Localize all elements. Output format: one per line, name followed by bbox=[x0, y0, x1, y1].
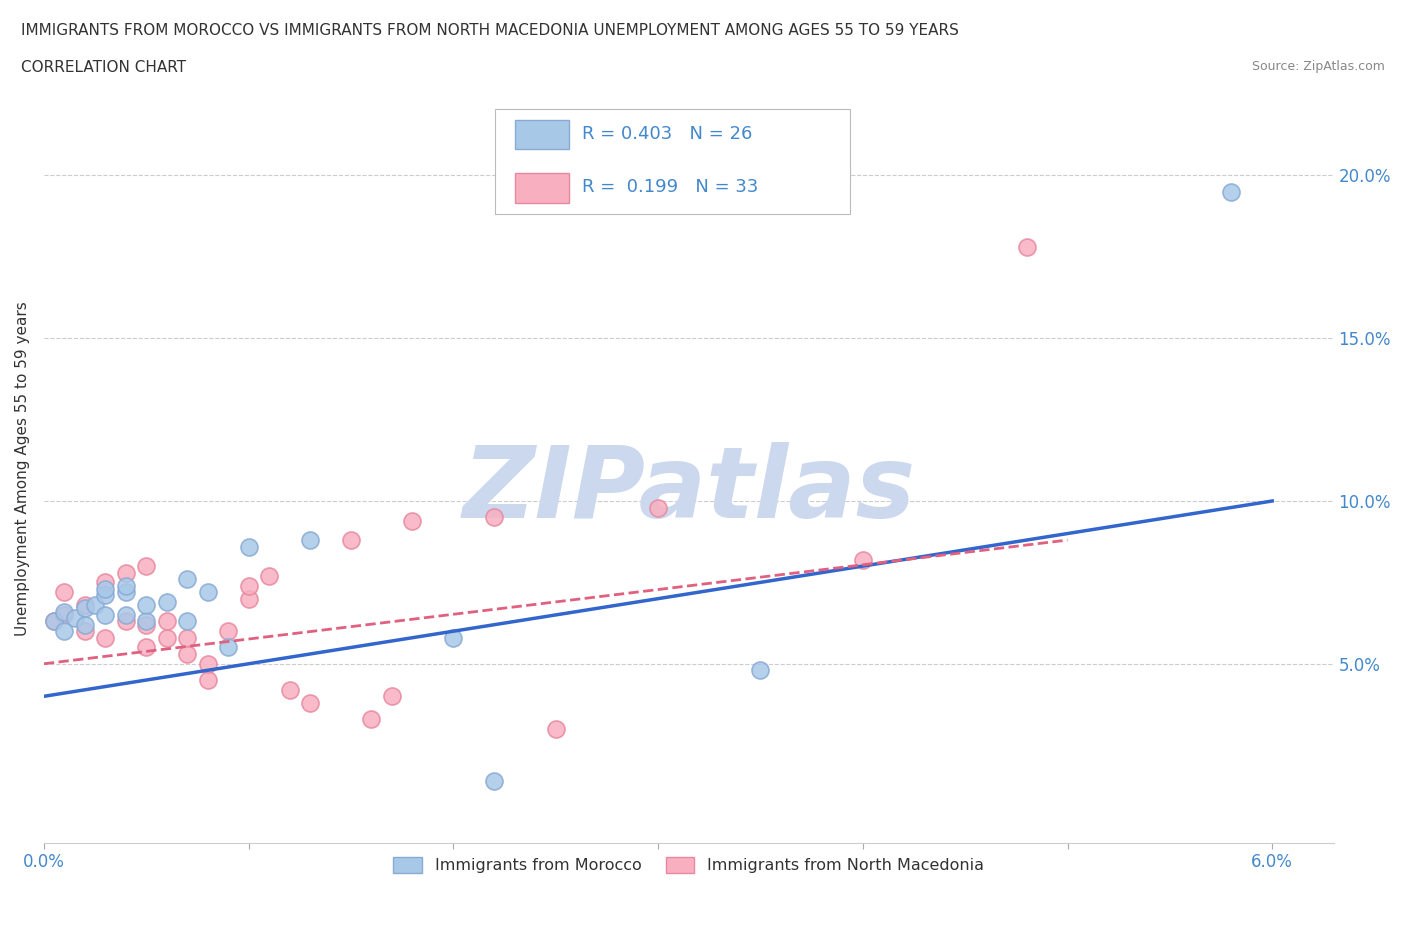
Point bbox=[135, 618, 157, 632]
Point bbox=[1220, 184, 1243, 199]
Point bbox=[197, 585, 219, 600]
Point bbox=[852, 552, 875, 567]
Point bbox=[176, 614, 198, 629]
Text: CORRELATION CHART: CORRELATION CHART bbox=[21, 60, 186, 75]
Point bbox=[1015, 240, 1038, 255]
Point bbox=[135, 640, 157, 655]
Point bbox=[197, 657, 219, 671]
Point bbox=[484, 510, 506, 525]
Y-axis label: Unemployment Among Ages 55 to 59 years: Unemployment Among Ages 55 to 59 years bbox=[15, 301, 30, 636]
Point bbox=[381, 689, 404, 704]
Point bbox=[176, 646, 198, 661]
Point bbox=[647, 500, 669, 515]
Point bbox=[156, 614, 179, 629]
Point bbox=[94, 631, 117, 645]
Point bbox=[238, 591, 260, 606]
Point bbox=[484, 774, 506, 789]
Point bbox=[441, 631, 464, 645]
Point bbox=[238, 578, 260, 593]
Point bbox=[135, 598, 157, 613]
Point bbox=[53, 604, 76, 619]
Point bbox=[94, 575, 117, 590]
Point bbox=[73, 598, 96, 613]
Point bbox=[217, 640, 239, 655]
Point bbox=[94, 588, 117, 603]
Point bbox=[73, 624, 96, 639]
FancyBboxPatch shape bbox=[515, 173, 569, 203]
Point bbox=[176, 631, 198, 645]
Point bbox=[94, 607, 117, 622]
FancyBboxPatch shape bbox=[515, 120, 569, 150]
Point bbox=[53, 585, 76, 600]
Point bbox=[84, 598, 107, 613]
Point bbox=[257, 568, 280, 583]
FancyBboxPatch shape bbox=[495, 109, 851, 214]
Point bbox=[217, 624, 239, 639]
Point bbox=[156, 594, 179, 609]
Point bbox=[53, 624, 76, 639]
Point bbox=[53, 607, 76, 622]
Point bbox=[278, 683, 301, 698]
Point bbox=[63, 611, 86, 626]
Point bbox=[401, 513, 423, 528]
Point bbox=[360, 711, 382, 726]
Point bbox=[114, 565, 136, 580]
Point bbox=[197, 672, 219, 687]
Point bbox=[114, 607, 136, 622]
Point bbox=[340, 533, 363, 548]
Point bbox=[114, 585, 136, 600]
Point bbox=[299, 533, 322, 548]
Point bbox=[544, 722, 567, 737]
Point bbox=[114, 614, 136, 629]
Text: ZIPatlas: ZIPatlas bbox=[463, 443, 915, 539]
Point bbox=[176, 572, 198, 587]
Text: Source: ZipAtlas.com: Source: ZipAtlas.com bbox=[1251, 60, 1385, 73]
Point bbox=[156, 631, 179, 645]
Point bbox=[299, 696, 322, 711]
Point bbox=[238, 539, 260, 554]
Point bbox=[73, 601, 96, 616]
Point bbox=[73, 618, 96, 632]
Text: R = 0.403   N = 26: R = 0.403 N = 26 bbox=[582, 126, 752, 143]
Point bbox=[135, 559, 157, 574]
Point bbox=[135, 614, 157, 629]
Text: IMMIGRANTS FROM MOROCCO VS IMMIGRANTS FROM NORTH MACEDONIA UNEMPLOYMENT AMONG AG: IMMIGRANTS FROM MOROCCO VS IMMIGRANTS FR… bbox=[21, 23, 959, 38]
Legend: Immigrants from Morocco, Immigrants from North Macedonia: Immigrants from Morocco, Immigrants from… bbox=[387, 851, 991, 880]
Point bbox=[94, 581, 117, 596]
Point bbox=[749, 663, 772, 678]
Point bbox=[114, 578, 136, 593]
Text: R =  0.199   N = 33: R = 0.199 N = 33 bbox=[582, 179, 758, 196]
Point bbox=[42, 614, 65, 629]
Point bbox=[42, 614, 65, 629]
